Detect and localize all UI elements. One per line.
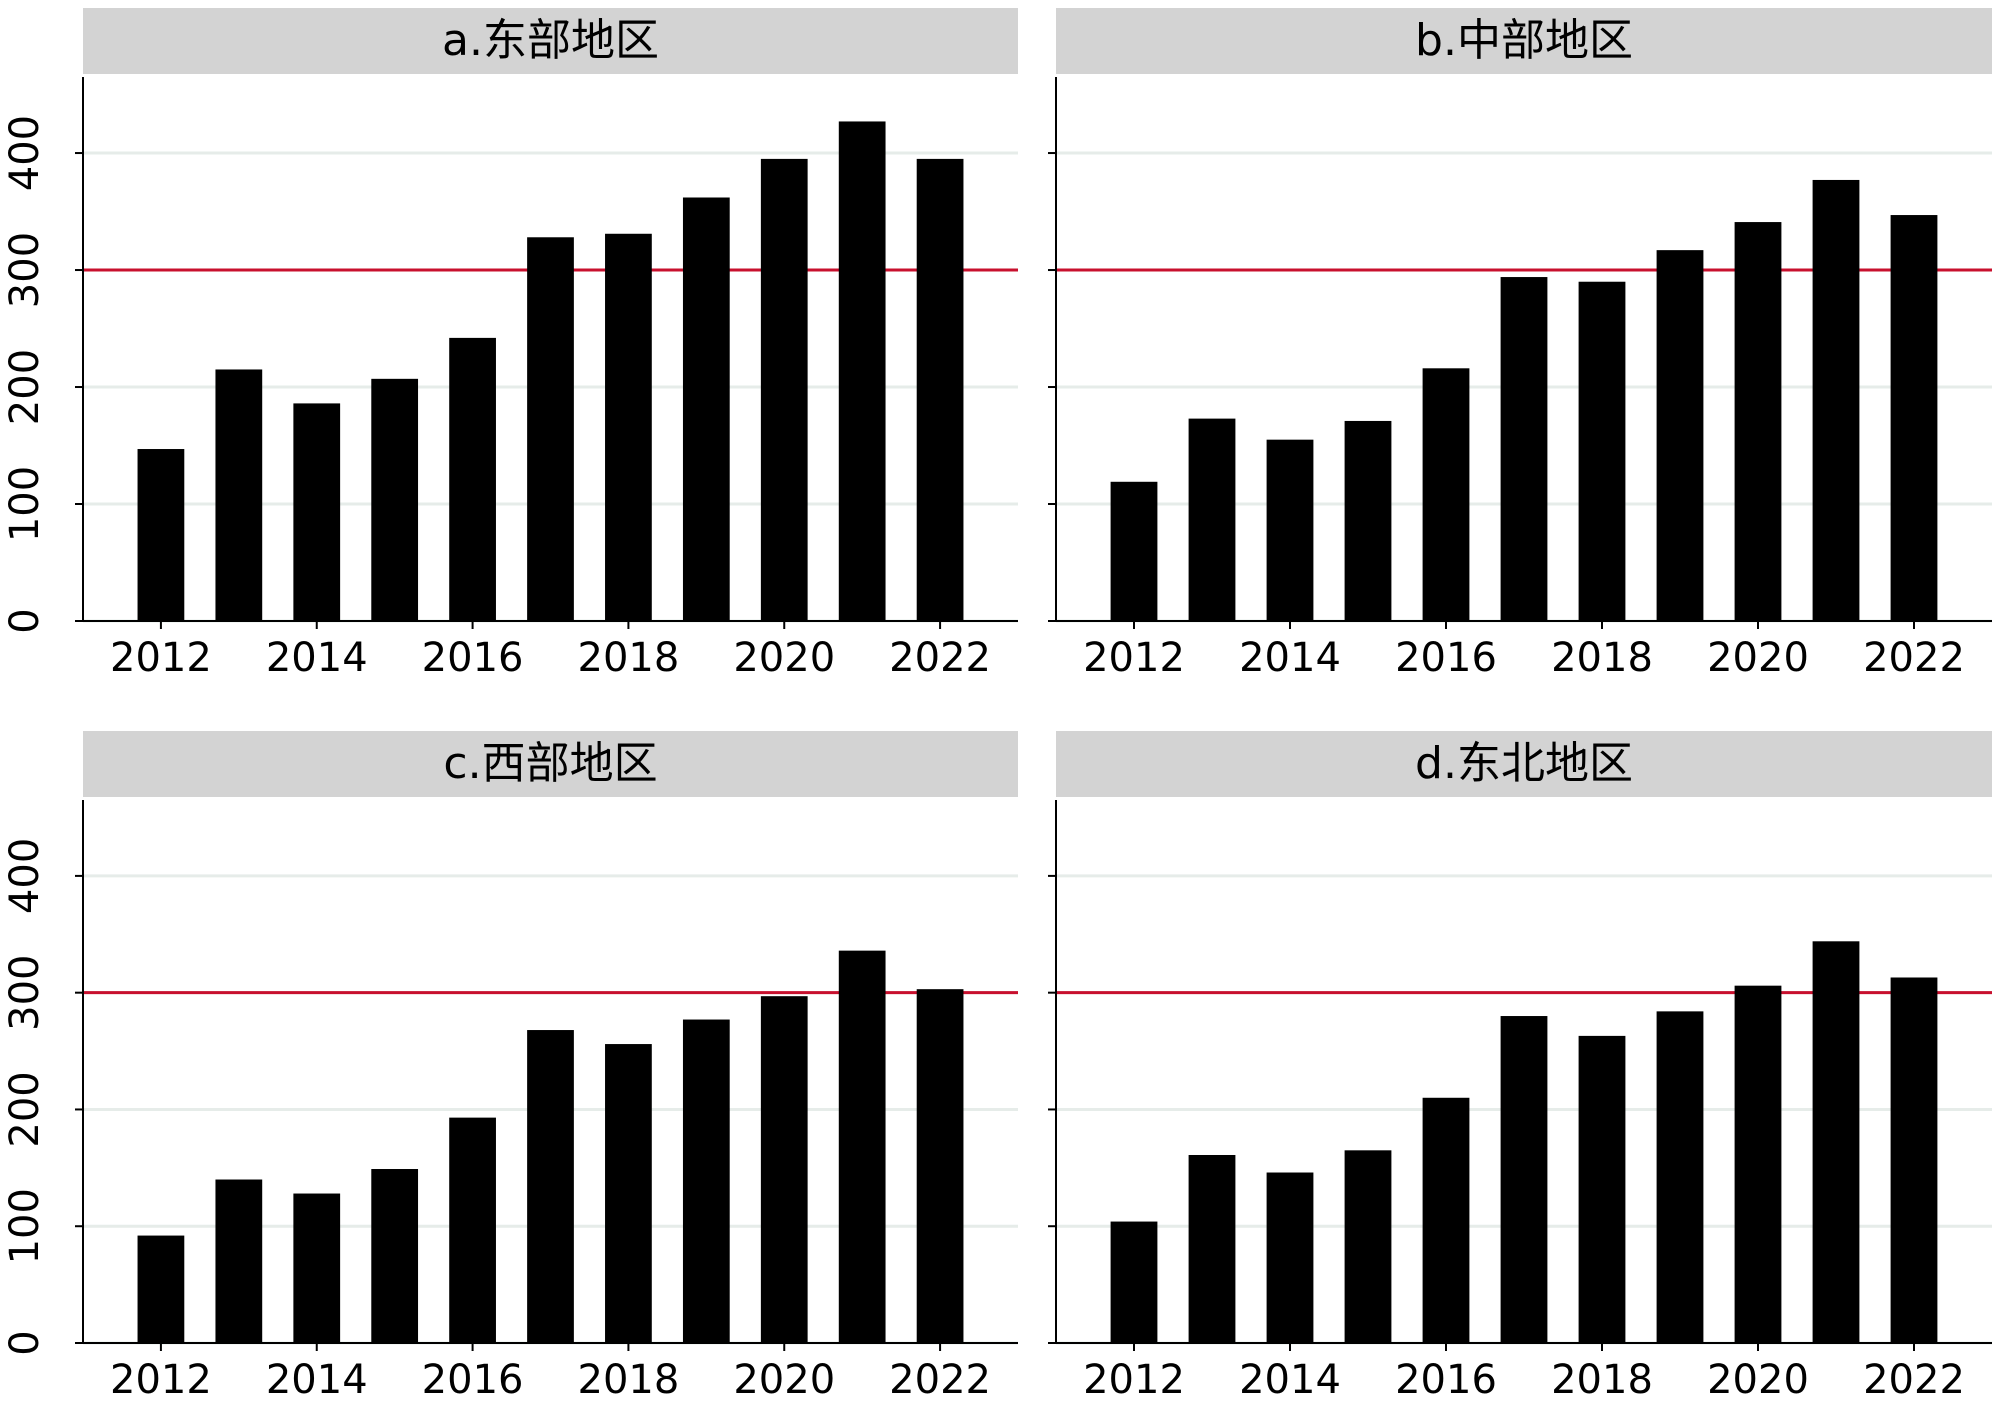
bar: [449, 1117, 496, 1343]
bar: [1344, 420, 1392, 621]
x-tick-label: 2016: [422, 1357, 524, 1403]
panel: d.东北地区 2012 2014 2016 2018 2020 2022: [1048, 731, 1992, 1403]
bar: [527, 237, 574, 621]
panel-strip: [83, 731, 1018, 797]
bar: [371, 1169, 419, 1343]
y-tick-label: 300: [2, 954, 48, 1030]
bar: [293, 1193, 341, 1343]
panel-title: c.西部地区: [443, 738, 657, 789]
x-tick-label: 2022: [889, 1357, 991, 1403]
bar: [371, 378, 419, 621]
x-tick-label: 2016: [422, 635, 524, 681]
bar: [1500, 277, 1548, 621]
bar: [1266, 439, 1314, 621]
bar: [1188, 1154, 1236, 1343]
bar: [1110, 1221, 1158, 1343]
bar: [1578, 281, 1626, 621]
bar: [1110, 481, 1158, 621]
bar: [293, 403, 341, 621]
bar: [838, 121, 886, 621]
x-tick-label: 2012: [110, 635, 212, 681]
panel-strip: [1056, 731, 1992, 797]
x-tick-label: 2018: [1551, 1357, 1653, 1403]
x-tick-label: 2018: [1551, 635, 1653, 681]
bar: [137, 449, 185, 621]
panel-strip: [83, 8, 1018, 74]
x-tick-label: 2016: [1395, 1357, 1497, 1403]
bar: [1656, 1011, 1704, 1343]
x-tick-label: 2022: [889, 635, 991, 681]
bar: [838, 950, 886, 1343]
panel-title: a.东部地区: [442, 15, 659, 66]
bar: [527, 1030, 574, 1343]
bar: [1500, 1016, 1548, 1343]
panel-strip: [1056, 8, 1992, 74]
bar: [1812, 941, 1860, 1343]
x-tick-label: 2020: [1707, 1357, 1809, 1403]
x-tick-label: 2020: [733, 1357, 835, 1403]
panel: b.中部地区 2012 2014 2016 2018 2020 2022: [1048, 8, 1992, 681]
y-tick-label: 0: [2, 608, 48, 633]
x-tick-label: 2012: [1083, 635, 1185, 681]
x-tick-label: 2020: [1707, 635, 1809, 681]
bar: [1656, 250, 1704, 621]
x-tick-label: 2016: [1395, 635, 1497, 681]
bar: [1422, 1097, 1470, 1343]
bar: [916, 989, 964, 1343]
bar: [1578, 1035, 1626, 1343]
bar: [760, 158, 808, 622]
bar: [1344, 1150, 1392, 1343]
y-tick-label: 100: [2, 466, 48, 542]
y-tick-label: 200: [2, 349, 48, 425]
bar: [1266, 1172, 1314, 1343]
bar: [215, 1179, 263, 1343]
x-tick-label: 2018: [578, 1357, 680, 1403]
bar: [760, 996, 808, 1343]
x-tick-label: 2022: [1863, 1357, 1965, 1403]
x-tick-label: 2012: [110, 1357, 212, 1403]
bar: [137, 1235, 185, 1343]
bar: [682, 197, 730, 621]
y-tick-label: 200: [2, 1071, 48, 1147]
panel-title: b.中部地区: [1415, 15, 1633, 66]
panel: a.东部地区 0 100 200 300 400 2012 2014 2016 2018 2020 2…: [2, 8, 1018, 681]
bar: [1890, 977, 1938, 1343]
bar: [916, 158, 964, 622]
panel-title: d.东北地区: [1415, 738, 1633, 789]
bar: [449, 337, 496, 621]
x-tick-label: 2018: [578, 635, 680, 681]
bar: [1734, 222, 1782, 622]
bar: [682, 1019, 730, 1343]
y-tick-label: 100: [2, 1188, 48, 1264]
y-tick-label: 300: [2, 232, 48, 308]
x-tick-label: 2022: [1863, 635, 1965, 681]
bar: [605, 233, 652, 621]
x-tick-label: 2012: [1083, 1357, 1185, 1403]
panel: c.西部地区 0 100 200 300 400 2012 2014 2016 2018 2020 2…: [2, 731, 1018, 1403]
y-tick-label: 400: [2, 115, 48, 191]
y-tick-label: 400: [2, 838, 48, 914]
bar: [1422, 368, 1470, 621]
x-tick-label: 2014: [1239, 1357, 1341, 1403]
bar: [1734, 985, 1782, 1343]
bar: [1188, 418, 1236, 621]
bar: [605, 1044, 652, 1343]
x-tick-label: 2014: [266, 635, 368, 681]
x-tick-label: 2014: [1239, 635, 1341, 681]
bar: [1812, 179, 1860, 621]
y-tick-label: 0: [2, 1330, 48, 1355]
bar: [215, 369, 263, 621]
bar: [1890, 215, 1938, 622]
x-tick-label: 2020: [733, 635, 835, 681]
x-tick-label: 2014: [266, 1357, 368, 1403]
